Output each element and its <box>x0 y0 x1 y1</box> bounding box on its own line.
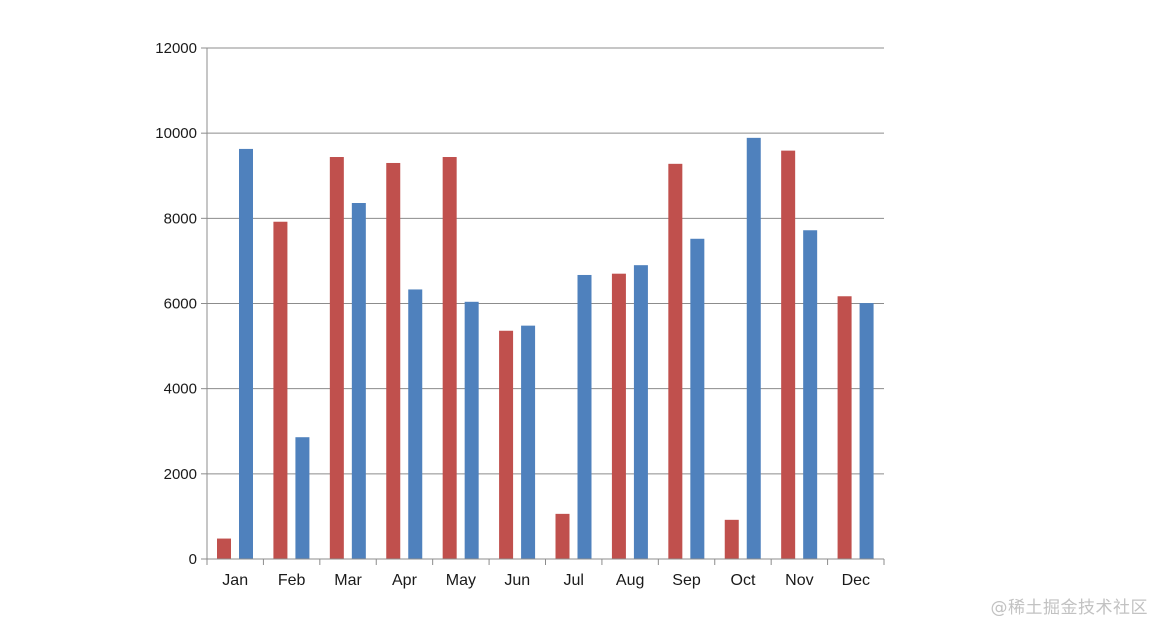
bar-series-2-may <box>464 301 479 559</box>
x-tick-label: Nov <box>785 572 813 589</box>
x-tick-label: Feb <box>278 572 306 589</box>
x-tick-label: Mar <box>334 572 362 589</box>
x-tick-label: Jul <box>563 572 583 589</box>
bar-series-2-sep <box>690 238 705 560</box>
y-tick-label: 4000 <box>164 381 197 398</box>
x-tick-label: Oct <box>731 572 756 589</box>
axes <box>201 47 885 565</box>
watermark: @稀土掘金技术社区 <box>990 598 1148 618</box>
bar-series-2-nov <box>803 230 818 560</box>
bar-series-2-jul <box>577 274 592 559</box>
bar-series-2-jun <box>521 325 536 559</box>
bar-series-1-jun <box>499 330 514 559</box>
bar-series-1-sep <box>668 163 683 559</box>
bar-series-1-may <box>442 157 457 559</box>
bar-series-2-dec <box>859 303 874 559</box>
bar-series-2-aug <box>633 265 648 559</box>
bars <box>217 137 874 560</box>
bar-series-1-dec <box>837 296 852 559</box>
x-tick-label: Apr <box>392 572 418 589</box>
bar-series-2-feb <box>295 437 310 559</box>
x-tick-label: Jun <box>504 572 530 589</box>
bar-series-2-oct <box>746 137 761 559</box>
bar-series-1-jan <box>217 538 231 559</box>
bar-series-2-apr <box>408 289 423 559</box>
y-tick-label: 0 <box>189 551 197 568</box>
gridlines <box>207 47 884 475</box>
x-tick-label: Dec <box>842 572 870 589</box>
y-tick-label: 6000 <box>164 296 197 313</box>
y-tick-label: 2000 <box>164 466 197 483</box>
x-tick-label: May <box>446 572 476 589</box>
bar-series-1-apr <box>386 162 401 559</box>
bar-series-2-jan <box>239 148 253 560</box>
x-tick-label: Sep <box>672 572 701 589</box>
y-tick-label: 10000 <box>155 125 197 142</box>
x-tick-label: Jan <box>222 572 248 589</box>
bar-series-1-oct <box>724 519 739 559</box>
bar-series-1-nov <box>781 150 796 559</box>
bar-series-1-feb <box>273 221 288 560</box>
tick-labels: 0 2000 4000 6000 8000 10000 12000 Jan Feb Mar Apr M… <box>155 40 870 589</box>
y-tick-label: 8000 <box>164 210 197 227</box>
bar-series-2-mar <box>351 203 366 559</box>
bar-series-1-jul <box>555 513 570 559</box>
x-tick-label: Aug <box>616 572 644 589</box>
y-tick-label: 12000 <box>155 40 197 57</box>
bar-series-1-mar <box>329 157 344 559</box>
bar-series-1-aug <box>611 273 626 559</box>
